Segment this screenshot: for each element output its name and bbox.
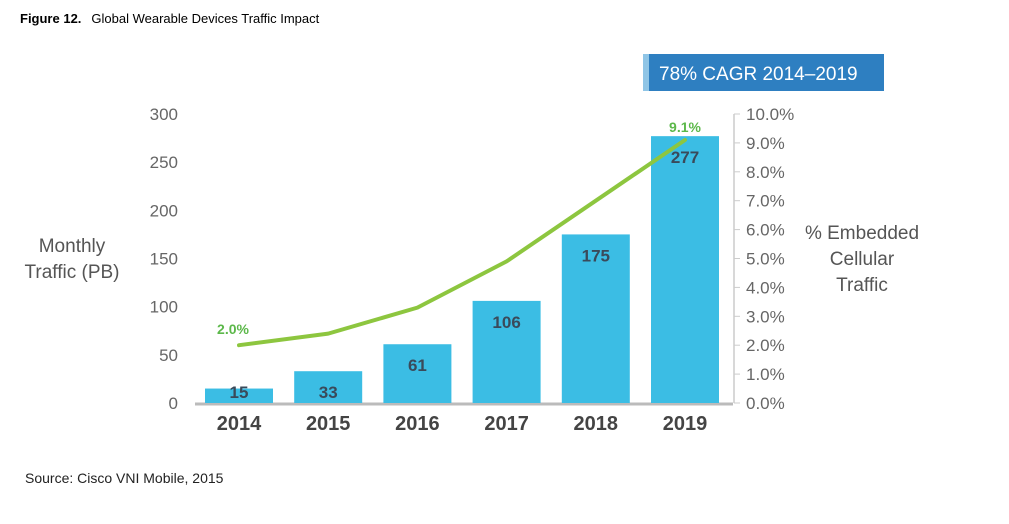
right-tick-label: 1.0% [746, 365, 785, 384]
figure-title: Global Wearable Devices Traffic Impact [91, 11, 320, 26]
right-axis-label-1: % Embedded [805, 223, 919, 244]
bar-2014 [205, 388, 273, 403]
line-label-start: 2.0% [217, 321, 249, 337]
left-tick-label: 100 [150, 298, 178, 317]
x-tick-label: 2019 [663, 413, 708, 435]
right-axis-label-2: Cellular [830, 249, 895, 270]
bar-2016 [383, 344, 452, 403]
left-tick-label: 50 [159, 346, 178, 365]
cagr-box: 78% CAGR 2014–2019 [643, 54, 884, 91]
right-tick-label: 8.0% [746, 163, 785, 182]
cagr-label: 78% CAGR 2014–2019 [659, 64, 858, 85]
bar-2019 [651, 136, 719, 403]
left-tick-label: 250 [150, 153, 178, 172]
right-tick-label: 0.0% [746, 394, 785, 413]
right-tick-label: 7.0% [746, 192, 785, 211]
right-tick-label: 10.0% [746, 105, 794, 124]
figure-label: Figure 12. [20, 11, 82, 26]
source-note: Source: Cisco VNI Mobile, 2015 [25, 470, 224, 486]
bar-2018 [561, 234, 630, 403]
bar-label-2015: 33 [319, 383, 338, 402]
right-tick-label: 9.0% [746, 134, 785, 153]
left-tick-label: 0 [169, 394, 178, 413]
x-tick-label: 2014 [217, 413, 262, 435]
right-tick-label: 3.0% [746, 307, 785, 326]
x-tick-label: 2016 [395, 413, 440, 435]
bar-label-2014: 15 [230, 383, 249, 402]
x-tick-label: 2018 [574, 413, 619, 435]
figure-caption: Figure 12. Global Wearable Devices Traffi… [20, 11, 319, 26]
right-tick-label: 2.0% [746, 336, 785, 355]
bar-2017 [472, 300, 541, 403]
right-tick-label: 6.0% [746, 221, 785, 240]
left-tick-label: 300 [150, 105, 178, 124]
left-tick-label: 150 [150, 250, 178, 269]
x-tick-label: 2017 [484, 413, 529, 435]
left-axis-label-2: Traffic (PB) [24, 262, 119, 283]
left-axis-label-1: Monthly [39, 236, 106, 257]
bar-label-2017: 106 [492, 313, 520, 332]
right-tick-label: 5.0% [746, 250, 785, 269]
line-label-end: 9.1% [669, 119, 701, 135]
line-series [237, 138, 687, 348]
bar-2015 [294, 371, 363, 403]
right-tick-label: 4.0% [746, 278, 785, 297]
x-tick-label: 2015 [306, 413, 351, 435]
left-tick-label: 200 [150, 201, 178, 220]
bar-label-2016: 61 [408, 356, 427, 375]
right-axis-label-3: Traffic [836, 275, 888, 296]
bar-label-2019: 277 [671, 148, 699, 167]
bar-label-2018: 175 [582, 246, 610, 265]
